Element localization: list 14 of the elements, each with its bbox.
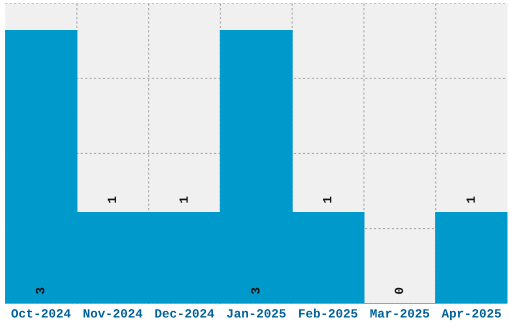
data-label: 0 — [394, 288, 404, 294]
x-tick-label: Mar-2025 — [370, 309, 430, 318]
x-tick-label: Dec-2024 — [155, 309, 214, 318]
x-tick-label: Apr-2025 — [442, 309, 501, 320]
data-label: 1 — [180, 196, 188, 203]
x-tick-label: Jan-2025 — [226, 309, 286, 318]
x-tick-label: Oct-2024 — [11, 309, 71, 318]
data-label: 3 — [251, 288, 260, 294]
data-label: 1 — [108, 196, 116, 203]
x-tick-label: Feb-2025 — [299, 308, 358, 318]
data-label: 1 — [466, 196, 475, 203]
x-tick-label: Nov-2024 — [84, 309, 142, 318]
data-label: 3 — [36, 288, 44, 294]
data-label: 1 — [323, 196, 332, 203]
